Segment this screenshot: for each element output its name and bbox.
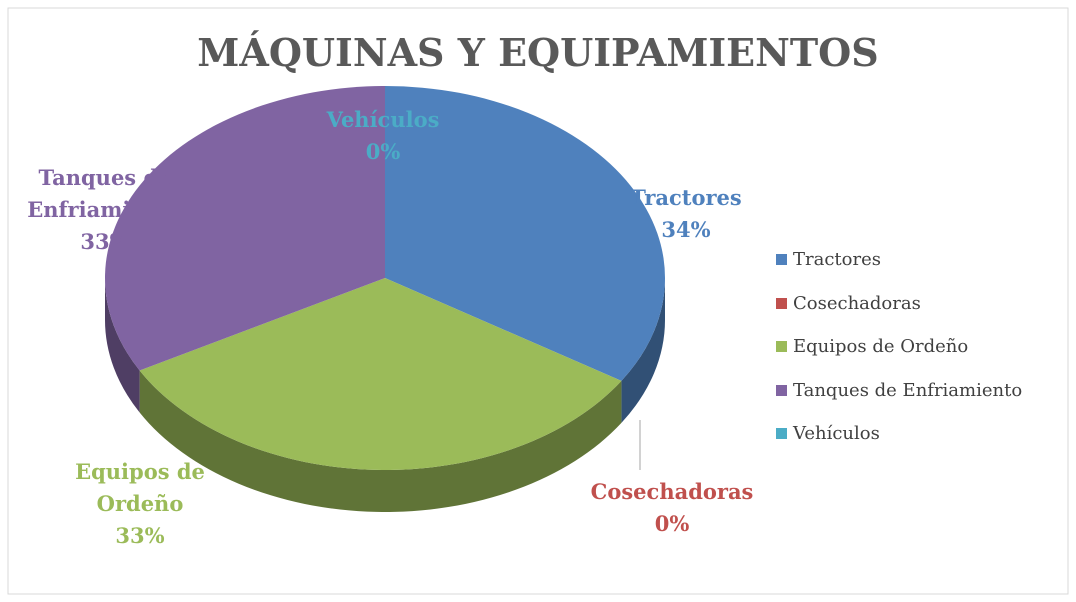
legend-entry: Equipos de Ordeño	[776, 336, 968, 357]
data-label-value: 0%	[654, 511, 690, 536]
data-label-category: Cosechadoras	[590, 479, 754, 504]
legend-label: Equipos de Ordeño	[793, 336, 969, 357]
legend-entry: Vehículos	[776, 423, 880, 444]
legend-entry: Tanques de Enfriamiento	[776, 380, 1022, 401]
legend-swatch	[776, 297, 787, 309]
data-label-category: Tractores	[630, 185, 742, 210]
slice-side	[139, 370, 622, 512]
data-label: Vehículos 0%	[283, 104, 483, 168]
slice	[139, 278, 622, 470]
legend-swatch	[776, 254, 787, 265]
legend-swatch	[776, 384, 787, 396]
legend-swatch	[776, 341, 787, 352]
chart-title: MÁQUINAS Y EQUIPAMIENTOS	[197, 30, 879, 75]
slice-side	[621, 278, 665, 423]
data-label-category: Vehículos	[326, 107, 440, 132]
data-label-category: Equipos de Ordeño	[75, 459, 205, 516]
legend-label: Cosechadoras	[793, 292, 921, 314]
data-label-category: Tanques de Enfriamiento	[27, 165, 183, 222]
data-label-value: 0%	[365, 139, 401, 164]
data-label: Equipos de Ordeño 33%	[70, 456, 210, 552]
data-label: Tanques de Enfriamiento 33%	[5, 162, 205, 258]
data-label-value: 33%	[115, 523, 165, 548]
data-label: Cosechadoras 0%	[572, 476, 772, 540]
frame	[7, 7, 1069, 595]
data-label-value: 34%	[661, 217, 711, 242]
legend-label: Tanques de Enfriamiento	[793, 379, 1023, 401]
legend-label: Vehículos	[793, 423, 880, 444]
legend-label: Tractores	[793, 249, 881, 270]
slice	[385, 86, 666, 381]
legend-entry: Tractores	[776, 249, 881, 270]
legend-entry: Cosechadoras	[776, 293, 921, 314]
slice	[105, 86, 385, 371]
legend-swatch	[776, 428, 787, 439]
data-label-value: 33%	[80, 229, 130, 254]
slice-side	[105, 278, 140, 413]
data-label: Tractores 34%	[586, 182, 786, 246]
